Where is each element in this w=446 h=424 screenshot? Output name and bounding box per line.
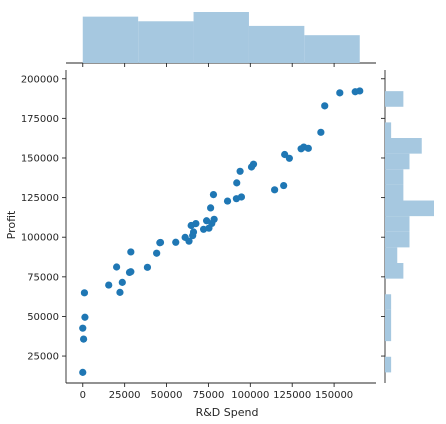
scatter-point: [304, 144, 312, 152]
x-tick-label: 75000: [193, 390, 225, 401]
y-hist-bar: [385, 247, 398, 264]
scatter-point: [118, 278, 126, 286]
y-hist-bar: [385, 122, 392, 139]
scatter-point: [79, 324, 87, 332]
x-tick-label: 0: [80, 390, 86, 401]
scatter-point: [189, 232, 197, 240]
scatter-point: [187, 221, 195, 230]
y-axis-label: Profit: [5, 210, 18, 239]
scatter-point: [205, 224, 213, 232]
scatter-point: [271, 186, 279, 194]
scatter-point: [116, 288, 124, 296]
scatter-point: [223, 197, 232, 205]
x-hist-bar: [193, 12, 249, 63]
y-tick-label: 200000: [21, 74, 59, 85]
y-hist-bar: [385, 325, 392, 342]
y-hist-bar: [385, 138, 422, 154]
scatter-point: [233, 179, 241, 187]
scatter-point: [172, 238, 180, 246]
x-tick-label: 150000: [315, 390, 353, 401]
y-hist-bar: [385, 231, 410, 248]
y-marginal-histogram: [381, 70, 434, 383]
y-hist-bar: [385, 294, 392, 310]
scatter-point: [143, 263, 152, 271]
scatter-point: [81, 313, 89, 321]
scatter-point: [79, 335, 88, 343]
y-tick-label: 100000: [21, 233, 59, 244]
x-hist-bar: [138, 21, 194, 63]
y-tick-label: 175000: [21, 114, 59, 125]
scatter-point: [247, 163, 256, 171]
scatter-point: [185, 237, 193, 245]
x-marginal-histogram: [66, 12, 376, 67]
x-hist-bar: [82, 16, 139, 63]
y-hist-bar: [385, 263, 404, 279]
scatter-point: [236, 167, 244, 175]
y-hist-bar: [385, 216, 410, 232]
scatter-point: [199, 225, 208, 233]
scatter-points: [79, 87, 364, 376]
y-hist-bar: [385, 309, 392, 326]
y-hist-bar: [385, 200, 434, 217]
scatter-point: [153, 249, 161, 257]
scatter-point: [321, 102, 329, 110]
scatter-point: [232, 195, 241, 203]
y-hist-bar: [385, 169, 404, 185]
y-tick-label: 25000: [27, 352, 59, 363]
scatter-point: [79, 368, 87, 376]
scatter-point: [297, 145, 305, 153]
x-hist-bar: [248, 25, 305, 64]
x-tick-label: 125000: [273, 390, 311, 401]
scatter-point: [125, 268, 134, 276]
scatter-point: [207, 204, 215, 212]
x-tick-label: 100000: [231, 390, 269, 401]
y-tick-label: 125000: [21, 193, 59, 204]
x-hist-bar: [304, 35, 360, 63]
y-tick-label: 50000: [27, 312, 59, 323]
y-hist-bar: [385, 184, 404, 201]
scatter-point: [209, 190, 218, 199]
scatter-point: [280, 181, 288, 190]
x-tick-label: 50000: [151, 390, 183, 401]
scatter-point: [351, 88, 359, 96]
y-tick-label: 150000: [21, 153, 59, 164]
scatter-point: [105, 281, 113, 289]
y-hist-bar: [385, 91, 404, 107]
scatter-point: [127, 248, 135, 256]
scatter-axes: 0 25000 50000 75000 100000 125000 150000 25000 5…: [21, 70, 376, 401]
scatter-point: [285, 154, 293, 162]
x-axis-label: R&D Spend: [196, 406, 259, 419]
scatter-point: [156, 239, 164, 247]
scatter-point: [80, 289, 89, 297]
y-hist-bar: [385, 153, 410, 170]
scatter-point: [317, 128, 325, 136]
x-tick-label: 25000: [109, 390, 141, 401]
scatter-point: [113, 263, 121, 271]
y-hist-bar: [385, 356, 392, 373]
y-tick-label: 75000: [27, 272, 59, 283]
scatter-point: [336, 89, 344, 97]
